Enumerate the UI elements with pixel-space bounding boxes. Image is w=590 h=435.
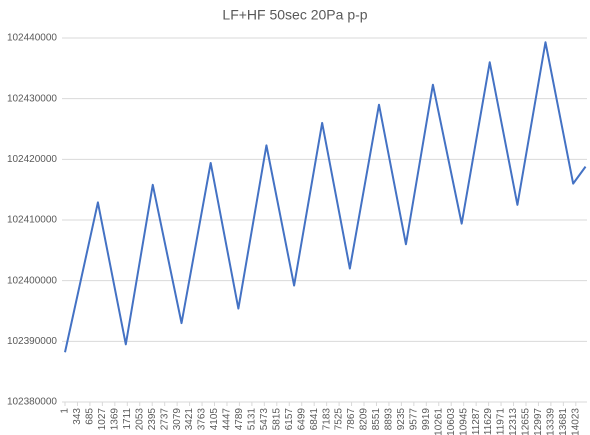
x-tick-label: 6157 (284, 408, 295, 431)
x-tick-label: 8893 (384, 408, 395, 431)
x-tick-label: 11629 (483, 408, 494, 435)
x-tick-label: 6841 (309, 408, 320, 431)
y-tick-label: 102440000 (7, 33, 57, 44)
y-tick-label: 102410000 (7, 215, 57, 226)
x-tick-label: 11287 (471, 408, 482, 435)
x-tick-label: 13339 (546, 408, 557, 435)
y-tick-label: 102420000 (7, 154, 57, 165)
x-tick-label: 7867 (346, 408, 357, 431)
x-tick-label: 3763 (197, 408, 208, 431)
x-tick-label: 1 (60, 408, 71, 414)
x-tick-label: 5131 (247, 408, 258, 431)
x-tick-label: 1027 (97, 408, 108, 431)
x-tick-label: 4447 (222, 408, 233, 431)
x-tick-label: 3421 (184, 408, 195, 431)
x-tick-label: 8209 (359, 408, 370, 431)
x-tick-label: 7525 (334, 408, 345, 431)
x-tick-label: 4789 (234, 408, 245, 431)
x-tick-label: 6499 (296, 408, 307, 431)
x-tick-label: 10945 (458, 408, 469, 435)
x-tick-label: 9235 (396, 408, 407, 431)
x-tick-label: 12655 (521, 408, 532, 435)
x-tick-label: 2737 (159, 408, 170, 431)
x-tick-label: 10261 (433, 408, 444, 435)
y-tick-label: 102430000 (7, 93, 57, 104)
x-tick-label: 343 (72, 408, 83, 425)
x-tick-label: 7183 (321, 408, 332, 431)
x-tick-label: 13681 (558, 408, 569, 435)
chart-title: LF+HF 50sec 20Pa p-p (222, 7, 367, 23)
x-tick-label: 9577 (408, 408, 419, 431)
x-tick-label: 5815 (271, 408, 282, 431)
x-tick-label: 2395 (147, 408, 158, 431)
x-tick-label: 10603 (446, 408, 457, 435)
x-tick-label: 14023 (570, 408, 581, 435)
y-tick-label: 102380000 (7, 397, 57, 408)
x-tick-label: 9919 (421, 408, 432, 431)
x-tick-label: 3079 (172, 408, 183, 431)
y-tick-label: 102400000 (7, 275, 57, 286)
line (64, 41, 587, 353)
x-tick-label: 1711 (122, 408, 133, 430)
x-tick-label: 8551 (371, 408, 382, 431)
x-tick-label: 1369 (109, 408, 120, 431)
x-tick-label: 4105 (209, 408, 220, 431)
x-tick-label: 12997 (533, 408, 544, 435)
x-tick-label: 685 (85, 408, 96, 425)
x-tick-label: 2053 (134, 408, 145, 431)
y-tick-label: 102390000 (7, 336, 57, 347)
x-tick-label: 5473 (259, 408, 270, 431)
x-tick-label: 11971 (496, 408, 507, 435)
x-tick-label: 12313 (508, 408, 519, 435)
